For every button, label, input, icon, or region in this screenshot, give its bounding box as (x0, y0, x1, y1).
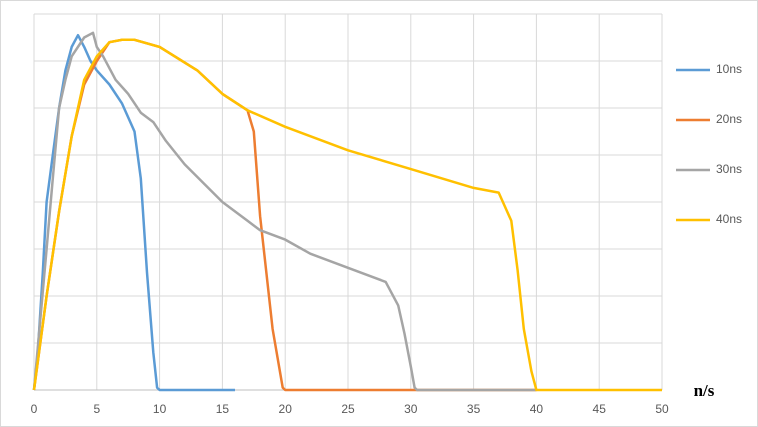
legend-label: 30ns (716, 162, 742, 176)
legend-label: 40ns (716, 212, 742, 226)
x-tick-label: 30 (404, 402, 418, 416)
series-line (32, 31, 537, 392)
legend-label: 20ns (716, 112, 742, 126)
series-line (32, 33, 235, 392)
legend-label: 10ns (716, 62, 742, 76)
x-tick-label: 45 (593, 402, 607, 416)
x-tick-label: 15 (216, 402, 230, 416)
x-tick-label: 35 (467, 402, 481, 416)
series-line (32, 38, 662, 392)
x-tick-label: 40 (530, 402, 544, 416)
x-axis-label: n/s (694, 381, 715, 400)
x-tick-label: 5 (93, 402, 100, 416)
x-tick-label: 50 (655, 402, 669, 416)
x-tick-label: 10 (153, 402, 167, 416)
x-tick-label: 25 (341, 402, 355, 416)
x-tick-label: 20 (279, 402, 293, 416)
x-tick-label: 0 (31, 402, 38, 416)
